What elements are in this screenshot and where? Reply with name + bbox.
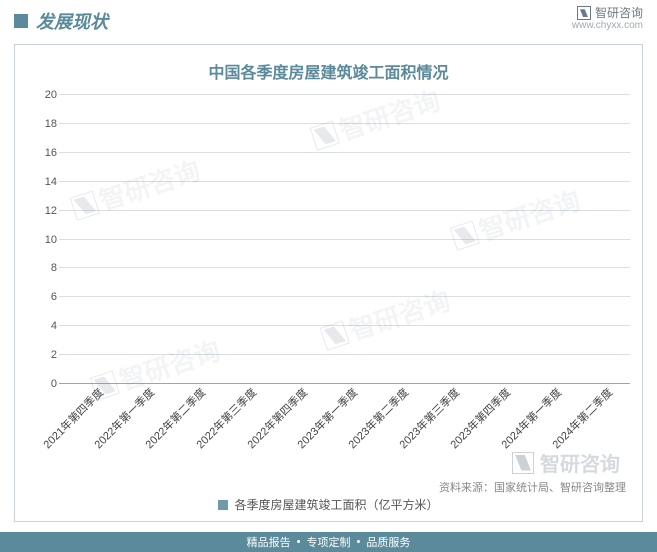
y-tick-label: 20	[29, 89, 57, 101]
grid-line	[59, 94, 630, 95]
grid-line	[59, 239, 630, 240]
footer-item: 精品报告	[247, 534, 291, 550]
grid-line	[59, 296, 630, 297]
x-axis-labels: 2021年第四季度2022年第一季度2022年第二季度2022年第三季度2022…	[59, 384, 630, 494]
grid-line	[59, 123, 630, 124]
chart-title: 中国各季度房屋建筑竣工面积情况	[15, 45, 642, 89]
grid-line	[59, 210, 630, 211]
brand-url: www.chyxx.com	[572, 20, 643, 32]
brand-name: 智研咨询	[595, 6, 643, 20]
grid-line	[59, 181, 630, 182]
source-note: 资料来源：国家统计局、智研咨询整理	[439, 479, 626, 495]
y-tick-label: 14	[29, 176, 57, 188]
grid-line	[59, 325, 630, 326]
section-title: 发展现状	[36, 8, 108, 34]
x-label-slot: 2024年第二季度	[573, 384, 624, 494]
y-tick-label: 10	[29, 234, 57, 246]
y-tick-label: 8	[29, 262, 57, 274]
grid-line	[59, 267, 630, 268]
y-axis: 02468101214161820	[29, 95, 57, 384]
y-tick-label: 18	[29, 118, 57, 130]
y-tick-label: 4	[29, 320, 57, 332]
y-tick-label: 6	[29, 291, 57, 303]
footer-item: 专项定制	[307, 534, 351, 550]
footer-item: •	[357, 536, 361, 548]
header-marker	[14, 14, 28, 28]
header-bar: 发展现状 智研咨询 www.chyxx.com	[0, 0, 657, 36]
grid-line	[59, 354, 630, 355]
footer-item: •	[297, 536, 301, 548]
legend-label: 各季度房屋建筑竣工面积（亿平方米）	[234, 496, 438, 513]
legend: 各季度房屋建筑竣工面积（亿平方米）	[15, 494, 642, 521]
brand-logo-icon	[577, 6, 591, 20]
plot-area: 02468101214161820	[59, 95, 630, 384]
footer-item: 品质服务	[366, 534, 410, 550]
footer-strip: 精品报告 • 专项定制 • 品质服务	[0, 532, 657, 552]
y-tick-label: 12	[29, 205, 57, 217]
y-tick-label: 0	[29, 378, 57, 390]
grid-line	[59, 152, 630, 153]
bars-group	[59, 95, 630, 384]
y-tick-label: 2	[29, 349, 57, 361]
y-tick-label: 16	[29, 147, 57, 159]
chart-container: 中国各季度房屋建筑竣工面积情况 02468101214161820 2021年第…	[14, 44, 643, 522]
brand-block: 智研咨询 www.chyxx.com	[572, 6, 643, 32]
legend-swatch	[218, 500, 228, 510]
